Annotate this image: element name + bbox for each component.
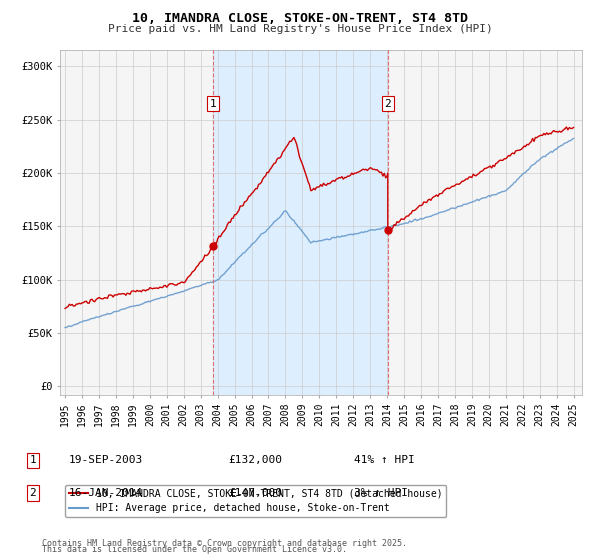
Text: 3% ↑ HPI: 3% ↑ HPI [354,488,408,498]
Text: 19-SEP-2003: 19-SEP-2003 [69,455,143,465]
Legend: 10, IMANDRA CLOSE, STOKE-ON-TRENT, ST4 8TD (detached house), HPI: Average price,: 10, IMANDRA CLOSE, STOKE-ON-TRENT, ST4 8… [65,485,446,517]
Text: 41% ↑ HPI: 41% ↑ HPI [354,455,415,465]
Bar [213,50,388,395]
Text: 2: 2 [29,488,37,498]
Text: £132,000: £132,000 [228,455,282,465]
Text: Contains HM Land Registry data © Crown copyright and database right 2025.: Contains HM Land Registry data © Crown c… [42,539,407,548]
Text: 1: 1 [29,455,37,465]
Text: 16-JAN-2014: 16-JAN-2014 [69,488,143,498]
Text: 10, IMANDRA CLOSE, STOKE-ON-TRENT, ST4 8TD: 10, IMANDRA CLOSE, STOKE-ON-TRENT, ST4 8… [132,12,468,25]
Text: 2: 2 [385,99,391,109]
Text: 1: 1 [209,99,216,109]
Text: £147,000: £147,000 [228,488,282,498]
Text: Price paid vs. HM Land Registry's House Price Index (HPI): Price paid vs. HM Land Registry's House … [107,24,493,34]
Text: This data is licensed under the Open Government Licence v3.0.: This data is licensed under the Open Gov… [42,545,347,554]
